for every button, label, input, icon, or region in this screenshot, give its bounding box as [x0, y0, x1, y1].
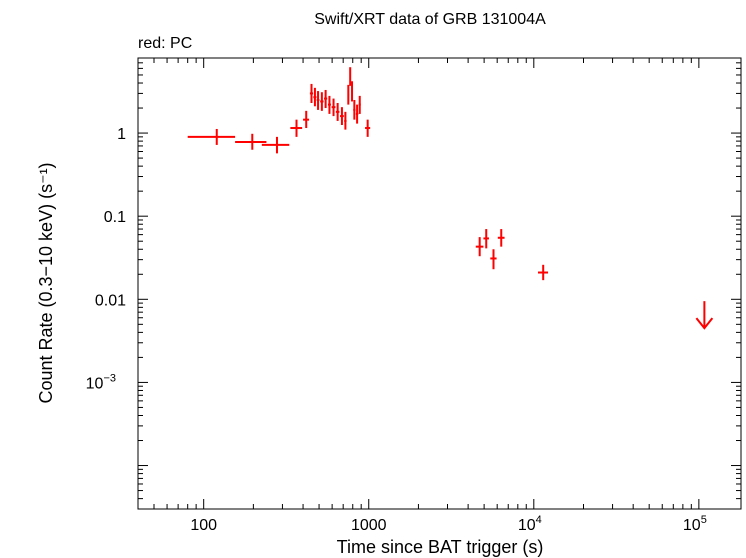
data-point: [320, 92, 324, 111]
axis-tick-labels: 100 1000 104 105 1 0.1 0.01 10−3: [86, 126, 707, 534]
y-tick-label: 0.01: [95, 292, 126, 309]
x-tick-label-exponent: 5: [701, 514, 707, 526]
data-point: [358, 95, 361, 114]
chart-subtitle: red: PC: [138, 35, 192, 52]
data-point: [483, 229, 489, 249]
data-point: [313, 87, 317, 107]
upper-limits: [695, 301, 714, 330]
data-point: [475, 237, 484, 257]
x-tick-label: 1000: [351, 517, 387, 534]
data-point: [344, 111, 347, 130]
data-point: [355, 104, 359, 124]
chart-title: Swift/XRT data of GRB 131004A: [314, 11, 546, 28]
data-point: [351, 81, 354, 102]
data-point: [490, 249, 497, 270]
data-point: [187, 128, 236, 145]
data-point: [347, 84, 350, 105]
plot-frame: [137, 57, 742, 510]
y-tick-label: 1: [117, 126, 126, 143]
data-point: [340, 107, 344, 126]
data-points: [187, 67, 549, 281]
y-tick-label-exponent: −3: [103, 372, 116, 384]
data-point: [335, 102, 340, 121]
x-tick-label: 105: [683, 514, 707, 534]
data-point: [353, 99, 356, 120]
data-point: [537, 264, 549, 281]
data-point: [261, 136, 290, 154]
x-tick-label: 100: [190, 517, 217, 534]
data-point: [349, 67, 352, 86]
data-point: [331, 98, 336, 117]
y-tick-label: 0.1: [104, 209, 126, 226]
data-point: [497, 229, 505, 247]
data-point: [303, 110, 310, 129]
data-point: [365, 119, 371, 137]
y-axis-label: Count Rate (0.3−10 keV) (s⁻¹): [36, 162, 56, 403]
data-point: [309, 83, 314, 103]
data-point: [327, 95, 331, 114]
y-tick-label: 10−3: [86, 372, 116, 392]
upper-limit-arrow: [695, 301, 714, 330]
x-tick-label-exponent: 4: [536, 514, 542, 526]
x-tick-label: 104: [518, 514, 542, 534]
axis-ticks: [137, 57, 741, 510]
data-point: [235, 133, 267, 150]
data-point: [290, 119, 303, 137]
data-point: [324, 89, 328, 109]
data-point: [316, 91, 320, 110]
x-axis-label: Time since BAT trigger (s): [337, 537, 544, 557]
upper-limit-head: [695, 317, 714, 330]
